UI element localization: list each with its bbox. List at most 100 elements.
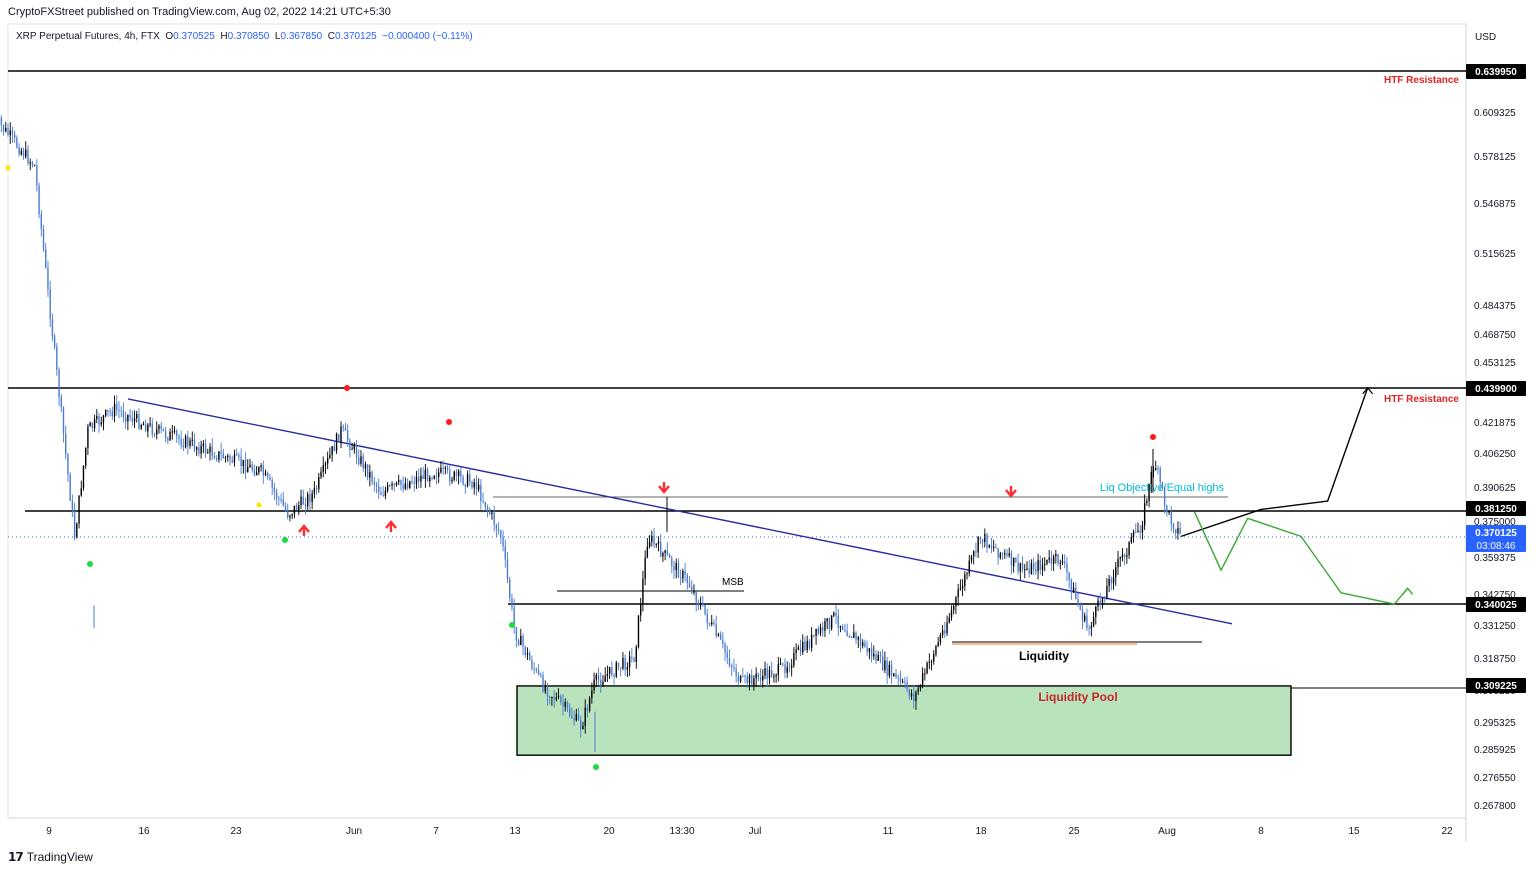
- candle-body: [1037, 560, 1039, 572]
- projection-bullish-path: [1180, 387, 1369, 538]
- candle-body: [65, 433, 67, 455]
- candle-body: [198, 447, 200, 454]
- candle-body: [795, 649, 797, 653]
- candle-body: [957, 589, 959, 598]
- candle-body: [600, 680, 602, 685]
- candle-body: [906, 682, 908, 690]
- candle-body: [362, 456, 364, 469]
- candle-body: [913, 693, 915, 702]
- candle-body: [27, 149, 29, 164]
- candle-body: [602, 681, 604, 685]
- candle-body: [1095, 606, 1097, 617]
- candle-body: [506, 559, 509, 580]
- candle-body: [611, 667, 613, 676]
- candle-body: [73, 510, 76, 539]
- candle-body: [979, 537, 982, 540]
- candle-body: [311, 493, 313, 503]
- candle-body: [522, 635, 524, 647]
- y-tick-label: 0.267800: [1474, 801, 1516, 812]
- candle-body: [36, 165, 38, 186]
- candle-body: [1017, 562, 1019, 572]
- candle-body: [966, 573, 968, 575]
- y-tick-label: 0.468750: [1474, 330, 1516, 341]
- candle-body: [808, 640, 811, 648]
- candle-body: [877, 655, 879, 661]
- candle-body: [364, 464, 367, 469]
- candle-body: [888, 664, 891, 676]
- candle-body: [180, 439, 182, 446]
- projection-bearish-path: [1193, 511, 1409, 605]
- currency-label: USD: [1475, 32, 1496, 43]
- candle-body: [933, 654, 935, 662]
- candle-body: [378, 486, 380, 493]
- candle-body: [402, 485, 404, 489]
- swing-low-dot: [509, 622, 515, 628]
- candle-body: [921, 673, 924, 685]
- candle-body: [846, 631, 848, 637]
- candle-body: [340, 426, 342, 443]
- level-price-label: 0.639950: [1475, 67, 1517, 78]
- candle-body: [500, 531, 502, 537]
- candle-body: [855, 632, 857, 640]
- candle-body: [511, 598, 513, 608]
- symbol-name: XRP Perpetual Futures, 4h, FTX: [16, 31, 160, 42]
- candle-body: [697, 603, 700, 606]
- candle-body: [360, 456, 362, 464]
- publisher-caption: CryptoFXStreet published on TradingView.…: [8, 6, 391, 18]
- candle-body: [107, 409, 109, 412]
- candle-body: [31, 162, 34, 166]
- candle-body: [626, 667, 629, 670]
- candle-body: [926, 662, 928, 674]
- candle-body: [9, 130, 11, 136]
- candle-body: [5, 127, 7, 132]
- candle-body: [282, 499, 284, 506]
- candle-body: [495, 524, 498, 530]
- candle-body: [664, 550, 666, 553]
- candle-body: [1135, 531, 1137, 533]
- candle-body: [1141, 525, 1144, 533]
- candle-body: [615, 662, 617, 677]
- candle-body: [726, 652, 728, 658]
- candle-body: [120, 410, 122, 412]
- candle-body: [648, 541, 651, 547]
- candle-body: [149, 423, 151, 425]
- candle-body: [1161, 482, 1164, 489]
- candle-body: [153, 434, 156, 436]
- candle-body: [893, 673, 895, 677]
- candle-body: [1039, 560, 1041, 570]
- candle-body: [164, 430, 167, 438]
- candle-body: [244, 459, 247, 473]
- y-tick-label: 0.359375: [1474, 553, 1516, 564]
- candle-body: [944, 630, 946, 634]
- open-label: O: [165, 31, 174, 42]
- candle-body: [267, 472, 269, 477]
- candle-body: [415, 476, 418, 484]
- candle-body: [588, 698, 591, 711]
- candle-body: [353, 445, 356, 450]
- candle-body: [255, 472, 258, 476]
- candle-body: [1155, 468, 1157, 470]
- arrow-down-icon: [1005, 486, 1017, 498]
- candle-body: [87, 426, 89, 448]
- arrow-up-icon: [1402, 587, 1414, 595]
- x-tick-label: 9: [46, 826, 52, 837]
- candle-body: [1012, 557, 1015, 567]
- candle-body: [1046, 559, 1048, 564]
- y-tick-label: 0.295325: [1474, 718, 1516, 729]
- candle-body: [953, 606, 955, 611]
- candle-body: [16, 137, 18, 148]
- candle-body: [799, 647, 802, 653]
- y-tick-label: 0.421875: [1474, 418, 1516, 429]
- candle-body: [253, 469, 256, 476]
- candle-body: [429, 477, 431, 482]
- candle-body: [1139, 530, 1141, 533]
- candle-body: [970, 556, 973, 561]
- candle-body: [886, 660, 888, 676]
- candle-body: [1103, 598, 1106, 600]
- candle-body: [1032, 563, 1035, 570]
- candle-body: [100, 422, 102, 425]
- candle-body: [235, 454, 238, 456]
- candle-body: [819, 627, 822, 634]
- candle-body: [540, 674, 542, 676]
